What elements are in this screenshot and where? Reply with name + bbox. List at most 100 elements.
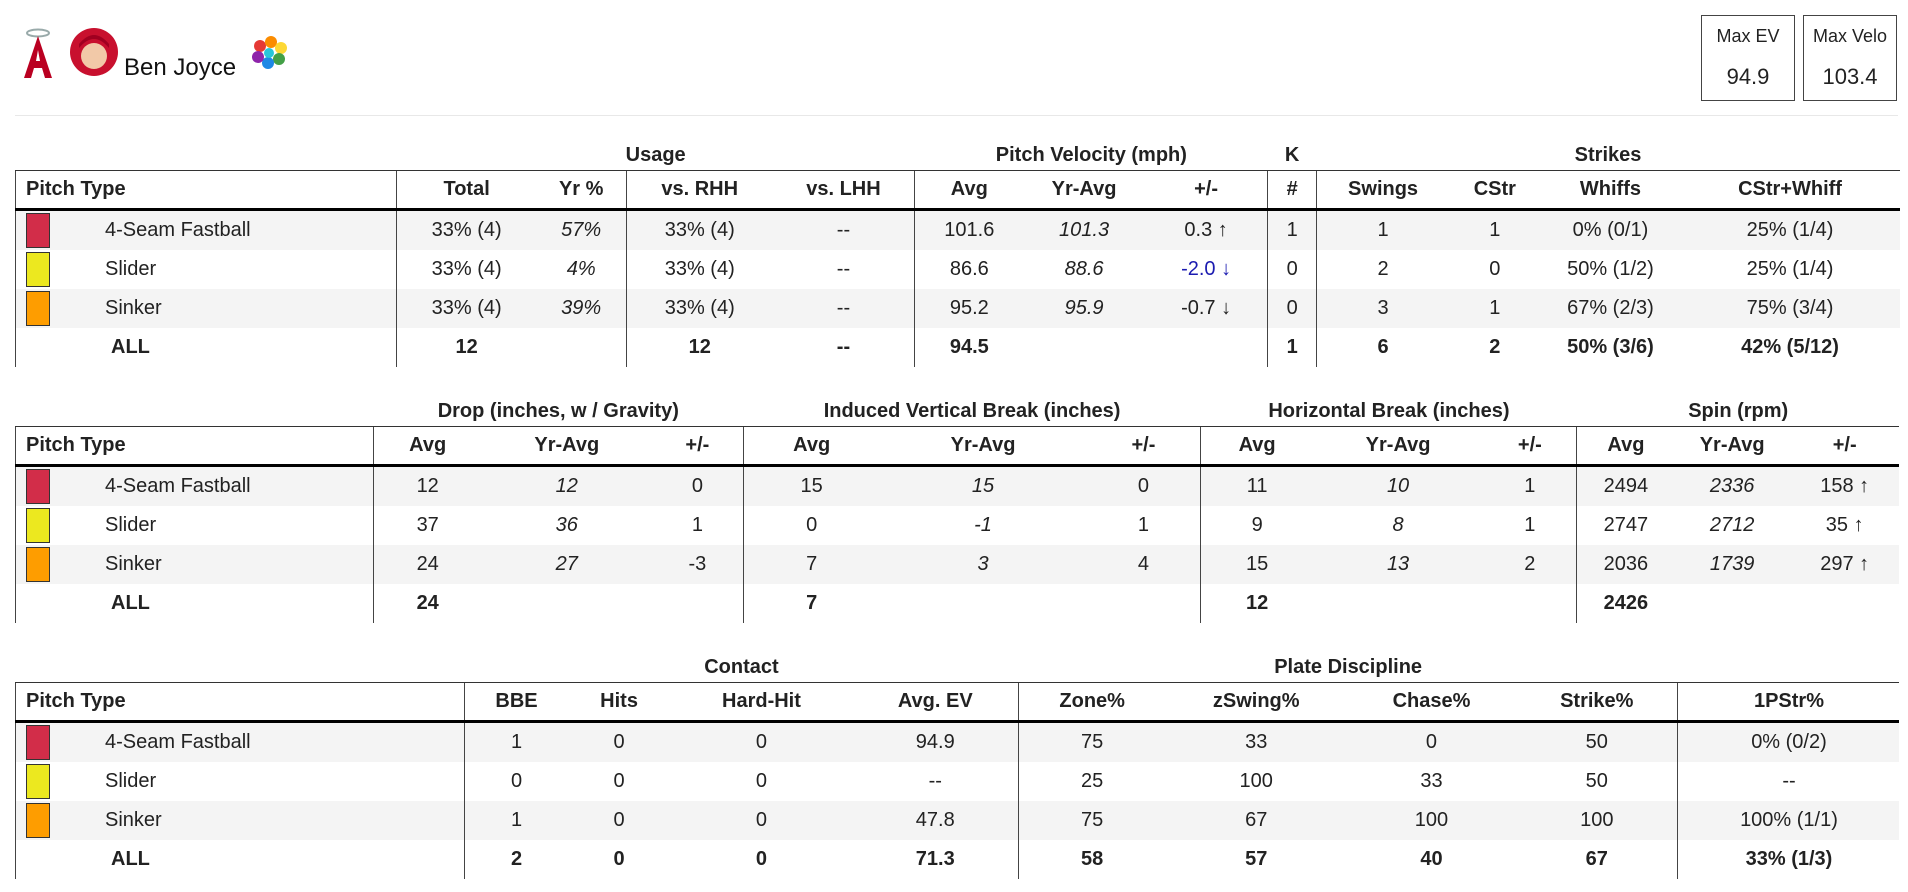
cell: 94.9 bbox=[852, 721, 1019, 762]
cell: 158 ↑ bbox=[1789, 465, 1900, 506]
table-row: Sinker 1 0 0 47.8 75 67 100 100 100% (1/1) bbox=[14, 801, 1900, 840]
cell: 94.5 bbox=[914, 328, 1024, 367]
cell: 67 bbox=[1585, 848, 1608, 870]
cell: 1 bbox=[1483, 465, 1577, 506]
cell: -- bbox=[928, 770, 942, 792]
cell: 13 bbox=[1312, 545, 1484, 584]
cell: 2712 bbox=[1709, 514, 1755, 536]
cell: 50% (1/2) bbox=[1567, 258, 1654, 280]
table-row: Slider 37 36 1 0 -1 1 9 8 1 2747 2712 35 ↑ bbox=[15, 506, 1900, 545]
column-header: Zone% bbox=[1017, 682, 1166, 723]
pitch-name: Slider bbox=[15, 506, 374, 545]
table-row: Slider 33% (4) 4% 33% (4) -- 86.6 88.6 -2.0 ↓ 0 2… bbox=[15, 250, 1900, 289]
cell bbox=[1313, 584, 1483, 623]
player-icons bbox=[24, 28, 287, 78]
cell: 100 bbox=[1516, 801, 1678, 840]
column-header: Total bbox=[395, 170, 537, 211]
column-header: Hard-Hit bbox=[670, 682, 853, 723]
pitch-name: Sinker bbox=[15, 545, 374, 584]
column-header: Chase% bbox=[1346, 682, 1517, 723]
cell bbox=[1483, 584, 1577, 623]
column-header: Yr % bbox=[536, 170, 627, 211]
cell: 6 bbox=[1315, 328, 1450, 367]
group-header: Drop (inches, w / Gravity) bbox=[437, 399, 679, 422]
cell: 0 bbox=[1489, 258, 1501, 280]
cell bbox=[1790, 584, 1900, 623]
column-header: +/- bbox=[651, 426, 744, 467]
column-header: Pitch Type bbox=[15, 170, 397, 211]
cell: 0 bbox=[1346, 721, 1517, 762]
cell: 27 bbox=[481, 545, 652, 584]
cell: 1 bbox=[464, 801, 568, 840]
cell: -- bbox=[772, 289, 915, 328]
pitch-name: Sinker bbox=[15, 289, 397, 328]
cell: 2336 bbox=[1674, 465, 1790, 506]
cell: 86.6 bbox=[914, 250, 1024, 289]
table-section: Contact Plate Discipline Pitch Type BBE Hits… bbox=[14, 652, 1900, 879]
cell: 57% bbox=[536, 209, 627, 250]
cell: 0 bbox=[567, 721, 671, 762]
cell: 47.8 bbox=[852, 801, 1019, 840]
column-header: BBE bbox=[464, 682, 568, 723]
column-header: Avg bbox=[742, 426, 880, 467]
column-header: Swings bbox=[1315, 170, 1450, 211]
pitch-name: 4-Seam Fastball bbox=[15, 209, 397, 250]
cell: 1 bbox=[1267, 209, 1317, 250]
cell bbox=[1674, 584, 1790, 623]
column-header: +/- bbox=[1789, 426, 1900, 467]
column-header: # bbox=[1267, 170, 1317, 211]
cell: 1 bbox=[1315, 209, 1450, 250]
column-header: Yr-Avg bbox=[1023, 170, 1145, 211]
cell: 15 bbox=[742, 465, 880, 506]
stat-box: Max Velo 103.4 bbox=[1803, 15, 1897, 101]
table-row: 4-Seam Fastball 1 0 0 94.9 75 33 0 50 0% (0/2) bbox=[14, 721, 1900, 762]
cell: 75 bbox=[1017, 801, 1166, 840]
group-header: Plate Discipline bbox=[1274, 655, 1423, 678]
cell: 40 bbox=[1420, 848, 1443, 870]
cell: 25 bbox=[1017, 762, 1166, 801]
column-header: Yr-Avg bbox=[481, 426, 652, 467]
pitch-name: 4-Seam Fastball bbox=[14, 721, 465, 762]
cell: 15 bbox=[879, 465, 1087, 506]
cell: 1 bbox=[1524, 514, 1536, 536]
cell: 0 bbox=[1086, 465, 1201, 506]
cell: 8 bbox=[1392, 514, 1404, 536]
cell: 33 bbox=[1165, 721, 1347, 762]
pitch-name: ALL bbox=[15, 328, 397, 367]
column-header: Yr-Avg bbox=[1674, 426, 1790, 467]
cell: 3 bbox=[1315, 289, 1450, 328]
cell bbox=[652, 584, 743, 623]
table-row: ALL 24 7 12 2426 bbox=[15, 584, 1900, 623]
cell: 0 bbox=[567, 801, 671, 840]
cell: -- bbox=[836, 258, 851, 280]
cell: 0 bbox=[651, 465, 744, 506]
cell: -- bbox=[1677, 762, 1900, 801]
pitch-name: Slider bbox=[15, 250, 397, 289]
column-header: Avg bbox=[914, 170, 1024, 211]
cell: 100 bbox=[1239, 770, 1273, 792]
column-header: zSwing% bbox=[1165, 682, 1347, 723]
cell: 95.2 bbox=[914, 289, 1024, 328]
cell: 2426 bbox=[1576, 584, 1675, 623]
pitch-swatch bbox=[26, 469, 50, 504]
stat-value: 103.4 bbox=[1822, 64, 1878, 89]
cell: 1739 bbox=[1674, 545, 1790, 584]
cell: 95.9 bbox=[1023, 289, 1145, 328]
cell: 101.3 bbox=[1023, 209, 1145, 250]
cell: 12 bbox=[625, 328, 773, 367]
cell: 0% (0/2) bbox=[1677, 721, 1900, 762]
cell bbox=[1145, 328, 1268, 367]
divider bbox=[15, 115, 1898, 116]
cell: 0 bbox=[464, 762, 568, 801]
cell: 71.3 bbox=[915, 848, 955, 870]
table-row: 4-Seam Fastball 12 12 0 15 15 0 11 10 1 2494 2336 15… bbox=[15, 465, 1900, 506]
cell: -0.7 ↓ bbox=[1144, 289, 1268, 328]
cell: 33% (4) bbox=[395, 209, 537, 250]
column-header: Avg bbox=[1576, 426, 1675, 467]
cell: 0 bbox=[1267, 250, 1317, 289]
group-header: Strikes bbox=[1574, 143, 1642, 166]
stat-box: Max EV 94.9 bbox=[1701, 15, 1795, 101]
cell: 7 bbox=[742, 584, 880, 623]
column-header: Yr-Avg bbox=[1312, 426, 1484, 467]
cell: 297 ↑ bbox=[1789, 545, 1900, 584]
